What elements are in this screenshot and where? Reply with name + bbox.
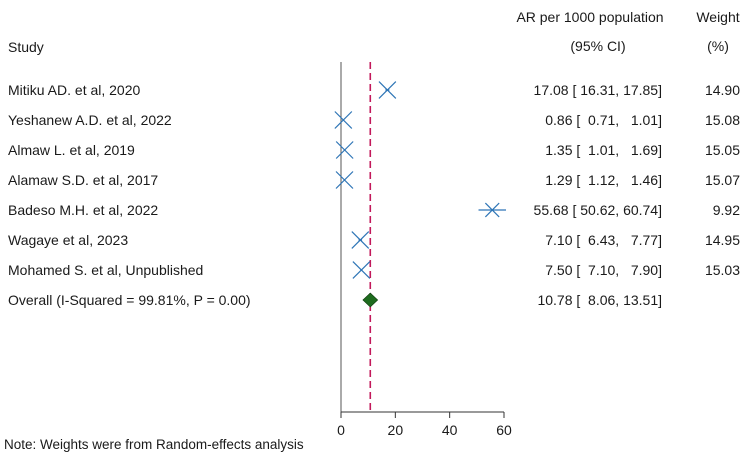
- point-estimate-marker: [335, 171, 354, 189]
- overall-label: Overall (I-Squared = 99.81%, P = 0.00): [8, 292, 251, 308]
- x-tick-label: 0: [337, 422, 345, 438]
- ci-text: 17.08 [ 16.31, 17.85]: [534, 82, 662, 98]
- study-label: Yeshanew A.D. et al, 2022: [8, 112, 172, 128]
- point-estimate-marker: [334, 111, 353, 129]
- header-ar-line1: AR per 1000 population: [516, 9, 663, 25]
- marker-stroke: [335, 171, 354, 189]
- header-weight-line2: (%): [707, 38, 729, 54]
- study-row: Alamaw S.D. et al, 2017 1.29 [ 1.12, 1.46…: [8, 171, 740, 189]
- study-row: Yeshanew A.D. et al, 2022 0.86 [ 0.71, 1.…: [8, 111, 740, 129]
- study-row: Almaw L. et al, 2019 1.35 [ 1.01, 1.69] 15…: [8, 141, 740, 159]
- header-weight-line1: Weight: [696, 9, 739, 25]
- study-rows: Mitiku AD. et al, 2020 17.08 [ 16.31, 17.…: [8, 81, 740, 308]
- ci-text: 1.35 [ 1.01, 1.69]: [545, 142, 662, 158]
- ci-text: 7.10 [ 6.43, 7.77]: [545, 232, 662, 248]
- point-estimate-marker: [351, 231, 370, 249]
- study-label: Badeso M.H. et al, 2022: [8, 202, 158, 218]
- overall-ci-text: 10.78 [ 8.06, 13.51]: [537, 292, 662, 308]
- point-estimate-marker: [352, 261, 371, 279]
- point-estimate-marker: [378, 81, 397, 99]
- point-estimate-marker: [335, 141, 354, 159]
- overall-diamond: [362, 292, 379, 308]
- weight-text: 15.07: [705, 172, 740, 188]
- study-label: Wagaye et al, 2023: [8, 232, 128, 248]
- study-label: Alamaw S.D. et al, 2017: [8, 172, 158, 188]
- weight-text: 14.90: [705, 82, 740, 98]
- marker-stroke: [334, 111, 353, 129]
- x-tick-label: 40: [442, 422, 458, 438]
- marker-stroke: [351, 231, 370, 249]
- point-estimate-marker: [484, 202, 500, 218]
- study-label: Almaw L. et al, 2019: [8, 142, 135, 158]
- x-tick-label: 20: [388, 422, 404, 438]
- ci-text: 0.86 [ 0.71, 1.01]: [545, 112, 662, 128]
- study-label: Mitiku AD. et al, 2020: [8, 82, 141, 98]
- weight-text: 9.92: [713, 202, 740, 218]
- header-study: Study: [8, 39, 44, 55]
- footnote: Note: Weights were from Random-effects a…: [4, 437, 304, 452]
- weight-text: 14.95: [705, 232, 740, 248]
- marker-stroke: [378, 81, 397, 99]
- study-row: Mohamed S. et al, Unpublished 7.50 [ 7.10…: [8, 261, 740, 279]
- weight-text: 15.05: [705, 142, 740, 158]
- study-row: Mitiku AD. et al, 2020 17.08 [ 16.31, 17.…: [8, 81, 740, 99]
- ci-text: 7.50 [ 7.10, 7.90]: [545, 262, 662, 278]
- marker-stroke: [484, 202, 500, 218]
- ci-text: 55.68 [ 50.62, 60.74]: [534, 202, 662, 218]
- header-ar-line2: (95% CI): [570, 38, 625, 54]
- weight-text: 15.03: [705, 262, 740, 278]
- study-row: Wagaye et al, 2023 7.10 [ 6.43, 7.77] 14.9…: [8, 231, 740, 249]
- overall-row: Overall (I-Squared = 99.81%, P = 0.00) 10…: [8, 292, 662, 308]
- marker-stroke: [335, 141, 354, 159]
- ci-text: 1.29 [ 1.12, 1.46]: [545, 172, 662, 188]
- x-axis: 0 20 40 60: [337, 411, 512, 438]
- weight-text: 15.08: [705, 112, 740, 128]
- marker-stroke: [352, 261, 371, 279]
- x-tick-label: 60: [496, 422, 512, 438]
- study-row: Badeso M.H. et al, 2022 55.68 [ 50.62, 60…: [8, 202, 740, 218]
- study-label: Mohamed S. et al, Unpublished: [8, 262, 203, 278]
